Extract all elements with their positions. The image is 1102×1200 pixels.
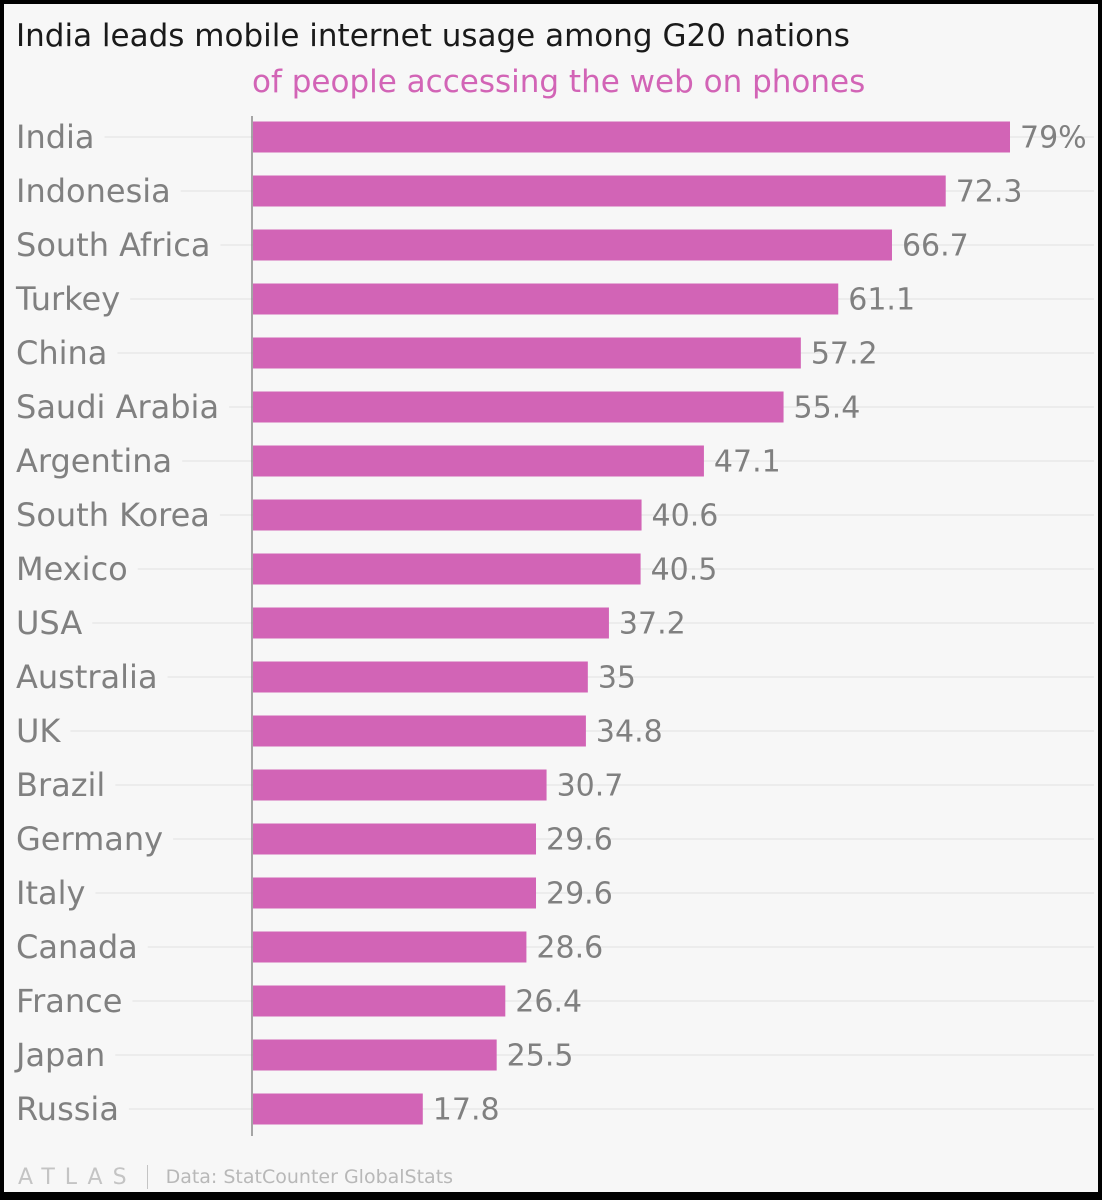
value-label: 79%: [1020, 121, 1087, 156]
bar: [253, 1093, 423, 1125]
category-label: Brazil: [16, 766, 105, 804]
value-label: 29.6: [546, 823, 613, 858]
category-label: Japan: [14, 1036, 105, 1074]
value-label: 34.8: [596, 715, 663, 750]
value-label: 35: [598, 661, 636, 696]
category-label: Italy: [16, 874, 85, 912]
category-label: Indonesia: [16, 172, 171, 210]
chart-title: India leads mobile internet usage among …: [16, 18, 850, 54]
bar: [253, 931, 527, 963]
bar: [253, 121, 1010, 153]
value-label: 57.2: [811, 337, 878, 372]
category-label: Russia: [16, 1090, 119, 1128]
bar: [253, 499, 642, 531]
bar: [253, 715, 586, 747]
value-label: 61.1: [848, 283, 915, 318]
labels: India 79% Indonesia 72.3 South Africa 66.7 Tur…: [14, 118, 1087, 1128]
bar: [253, 337, 801, 369]
bar: [253, 391, 784, 423]
bar: [253, 661, 588, 693]
bar: [253, 877, 537, 909]
bar: [253, 553, 641, 585]
category-label: South Korea: [16, 496, 210, 534]
category-label: Australia: [16, 658, 158, 696]
category-label: India: [16, 118, 95, 156]
footer: ATLAS Data: StatCounter GlobalStats: [18, 1162, 453, 1192]
bar: [253, 175, 946, 207]
category-label: France: [16, 982, 122, 1020]
bars: [253, 121, 1010, 1125]
category-label: USA: [16, 604, 82, 642]
value-label: 47.1: [714, 445, 781, 480]
bar: [253, 229, 892, 261]
bar: [253, 769, 547, 801]
bar: [253, 985, 506, 1017]
bar: [253, 823, 537, 855]
bar: [253, 1039, 497, 1071]
category-label: South Africa: [16, 226, 210, 264]
bar-chart: India 79% Indonesia 72.3 South Africa 66.7 Tur…: [14, 116, 1094, 1136]
category-label: Canada: [16, 928, 138, 966]
category-label: Mexico: [16, 550, 128, 588]
chart-subtitle: of people accessing the web on phones: [252, 64, 866, 100]
value-label: 37.2: [619, 607, 686, 642]
value-label: 30.7: [557, 769, 624, 804]
value-label: 40.6: [652, 499, 719, 534]
atlas-logo[interactable]: ATLAS: [18, 1164, 137, 1190]
value-label: 26.4: [515, 985, 582, 1020]
footer-divider: [146, 1165, 148, 1189]
chart-canvas: India leads mobile internet usage among …: [4, 4, 1098, 1192]
bar: [253, 283, 839, 315]
value-label: 66.7: [902, 229, 969, 264]
value-label: 72.3: [956, 175, 1023, 210]
category-label: Saudi Arabia: [16, 388, 219, 426]
value-label: 29.6: [546, 877, 613, 912]
category-label: Argentina: [16, 442, 172, 480]
value-label: 40.5: [651, 553, 718, 588]
bar: [253, 607, 609, 639]
bar: [253, 445, 704, 477]
source-note: Data: StatCounter GlobalStats: [165, 1166, 454, 1188]
category-label: China: [16, 334, 107, 372]
category-label: UK: [16, 712, 61, 750]
value-label: 28.6: [536, 931, 603, 966]
value-label: 55.4: [794, 391, 861, 426]
value-label: 25.5: [507, 1039, 574, 1074]
category-label: Germany: [16, 820, 163, 858]
category-label: Turkey: [15, 280, 120, 318]
value-label: 17.8: [433, 1093, 500, 1128]
